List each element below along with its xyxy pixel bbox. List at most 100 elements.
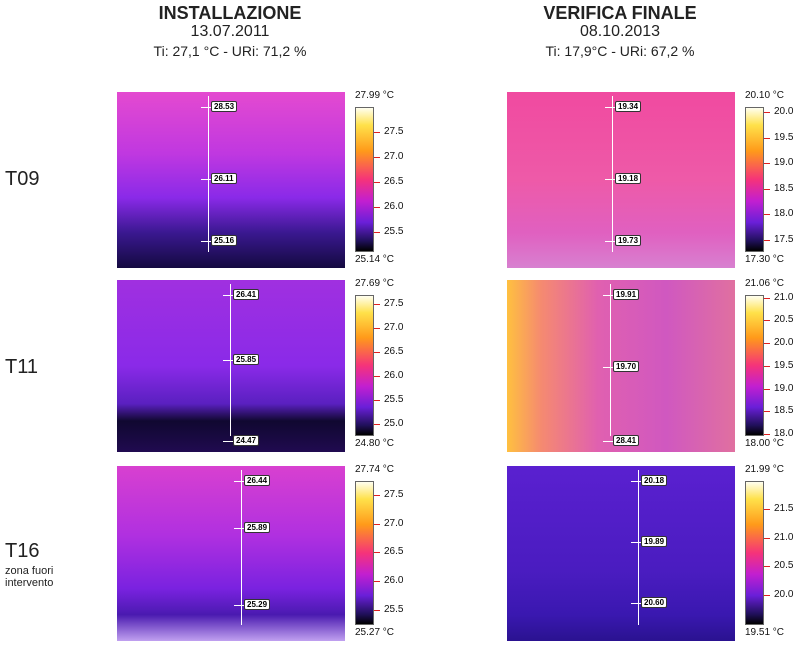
scale-label: 27.0 bbox=[384, 517, 404, 529]
thermal-image bbox=[117, 280, 345, 452]
measure-cross bbox=[631, 542, 645, 543]
scale-label: 27.5 bbox=[384, 125, 404, 137]
scale-max: 27.99 °C bbox=[355, 90, 395, 101]
measure-cross bbox=[605, 106, 619, 108]
scale-label: 26.5 bbox=[384, 346, 404, 358]
measure-line bbox=[241, 470, 242, 625]
column-title: VERIFICA FINALE bbox=[543, 3, 697, 23]
measure-line bbox=[612, 96, 613, 252]
row-note: intervento bbox=[5, 577, 54, 589]
thermal-image bbox=[507, 466, 735, 641]
scale-tick bbox=[764, 594, 770, 596]
scale-max: 27.69 °C bbox=[355, 278, 395, 289]
scale-tick bbox=[764, 239, 770, 241]
scale-min: 25.14 °C bbox=[355, 254, 395, 265]
measure-point: 19.73 bbox=[615, 234, 642, 246]
scale-tick bbox=[764, 566, 770, 568]
scale-max: 21.99 °C bbox=[745, 464, 785, 475]
row-label: T11 bbox=[5, 356, 38, 378]
measure-cross bbox=[234, 605, 248, 606]
thermal-image bbox=[117, 466, 345, 641]
scale-label: 27.5 bbox=[384, 298, 404, 310]
measure-cross bbox=[201, 240, 215, 242]
measure-point: 20.18 bbox=[641, 474, 668, 486]
scale-tick bbox=[374, 156, 380, 158]
scale-bar bbox=[355, 481, 374, 625]
measure-cross bbox=[223, 294, 237, 296]
measure-cross bbox=[631, 603, 645, 605]
scale-label: 26.0 bbox=[384, 370, 404, 382]
measure-line bbox=[610, 284, 611, 436]
scale-label: 25.5 bbox=[384, 394, 404, 406]
scale-min: 24.80 °C bbox=[355, 438, 395, 449]
scale-label: 20.0 bbox=[774, 106, 794, 118]
measure-cross bbox=[223, 359, 237, 361]
measure-cross bbox=[631, 480, 645, 482]
measure-cross bbox=[201, 178, 215, 180]
scale-tick bbox=[764, 214, 770, 216]
scale-tick bbox=[374, 552, 380, 554]
scale-tick bbox=[374, 131, 380, 133]
measure-point: 26.11 bbox=[211, 172, 237, 184]
scale-tick bbox=[374, 424, 380, 426]
scale-label: 18.5 bbox=[774, 405, 794, 417]
scale-tick bbox=[764, 188, 770, 190]
measure-line bbox=[638, 470, 639, 625]
scale-label: 20.5 bbox=[774, 314, 794, 326]
scale-tick bbox=[374, 181, 380, 183]
scale-tick bbox=[374, 206, 380, 208]
scale-bar bbox=[355, 295, 374, 436]
scale-tick bbox=[764, 388, 770, 390]
measure-point: 20.60 bbox=[641, 597, 668, 609]
scale-label: 20.0 bbox=[774, 337, 794, 349]
scale-tick bbox=[374, 231, 380, 233]
scale-label: 20.0 bbox=[774, 588, 794, 600]
measure-point: 25.16 bbox=[211, 234, 238, 246]
scale-label: 19.5 bbox=[774, 359, 794, 371]
measure-point: 19.34 bbox=[615, 100, 642, 112]
row-label: T16 bbox=[5, 540, 40, 562]
column-conditions: Ti: 17,9°C - URi: 67,2 % bbox=[545, 43, 695, 59]
scale-tick bbox=[764, 163, 770, 165]
measure-point: 25.85 bbox=[233, 353, 260, 365]
scale-tick bbox=[764, 137, 770, 139]
measure-point: 25.29 bbox=[244, 599, 271, 610]
scale-tick bbox=[764, 112, 770, 114]
scale-bar bbox=[745, 107, 764, 252]
scale-tick bbox=[374, 328, 380, 330]
scale-max: 27.74 °C bbox=[355, 464, 395, 475]
measure-point: 28.41 bbox=[613, 434, 640, 446]
scale-label: 19.5 bbox=[774, 131, 794, 143]
scale-label: 26.0 bbox=[384, 200, 404, 212]
scale-tick bbox=[764, 297, 770, 299]
measure-point: 25.89 bbox=[244, 522, 271, 533]
measure-point: 19.18 bbox=[615, 172, 642, 184]
scale-label: 26.5 bbox=[384, 175, 404, 187]
scale-tick bbox=[374, 581, 380, 583]
scale-tick bbox=[374, 400, 380, 402]
scale-bar bbox=[355, 107, 374, 252]
scale-tick bbox=[374, 494, 380, 496]
scale-label: 27.0 bbox=[384, 150, 404, 162]
scale-label: 20.5 bbox=[774, 560, 794, 572]
scale-tick bbox=[764, 343, 770, 345]
column-title: INSTALLAZIONE bbox=[158, 3, 302, 23]
measure-cross bbox=[605, 178, 619, 180]
scale-tick bbox=[764, 509, 770, 511]
scale-tick bbox=[764, 411, 770, 413]
scale-label: 27.5 bbox=[384, 488, 404, 500]
measure-cross bbox=[234, 528, 248, 529]
scale-min: 18.00 °C bbox=[745, 438, 785, 449]
scale-label: 18.0 bbox=[774, 428, 794, 439]
measure-line bbox=[208, 96, 209, 252]
scale-tick bbox=[374, 523, 380, 525]
scale-label: 21.5 bbox=[774, 503, 794, 515]
scale-bar bbox=[745, 295, 764, 436]
measure-cross bbox=[234, 480, 248, 482]
scale-label: 27.0 bbox=[384, 322, 404, 334]
scale-tick bbox=[374, 376, 380, 378]
column-date: 13.07.2011 bbox=[190, 23, 270, 40]
scale-tick bbox=[374, 304, 380, 306]
scale-bar bbox=[745, 481, 764, 625]
